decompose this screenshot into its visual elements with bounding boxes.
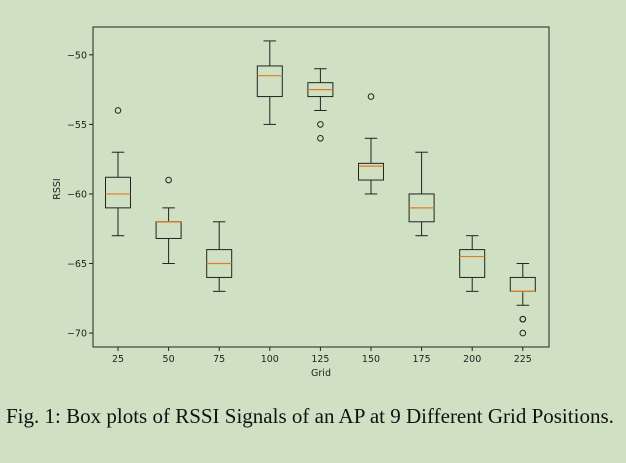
plot-frame: [92, 26, 550, 348]
y-axis-label: RSSI: [52, 178, 63, 199]
box-group: [358, 93, 384, 195]
box-group: [256, 40, 283, 125]
box-group: [509, 263, 536, 337]
figure-caption: Fig. 1: Box plots of RSSI Signals of an …: [6, 404, 614, 428]
y-axis: −70 −65 −60 −55 −50: [67, 50, 93, 340]
outlier-point: [317, 121, 324, 128]
box-plot-chart: −70 −65 −60 −55 −50 25 50 75 100 125 150 175 200 225…: [52, 26, 550, 379]
outlier-point: [367, 93, 375, 100]
box-group: [155, 176, 182, 265]
x-axis-label: Grid: [311, 368, 331, 379]
x-tick-label: 225: [514, 354, 532, 365]
outlier-point: [519, 329, 527, 337]
y-tick-label: −60: [67, 189, 87, 200]
box-group: [459, 235, 486, 292]
x-tick-label: 75: [213, 354, 225, 365]
x-tick-label: 200: [463, 354, 481, 365]
outlier-point: [114, 107, 122, 114]
x-tick-label: 100: [261, 354, 279, 365]
box-body: [509, 276, 536, 292]
box-body: [105, 176, 131, 209]
y-tick-label: −65: [67, 259, 87, 270]
outlier-point: [165, 176, 172, 184]
outlier-point: [317, 135, 324, 142]
box-group: [206, 221, 233, 292]
box-body: [155, 221, 182, 239]
box-body: [256, 65, 283, 98]
outlier-point: [519, 315, 527, 323]
y-tick-label: −70: [67, 329, 87, 340]
box-body: [358, 162, 384, 181]
box-group: [105, 107, 131, 237]
box-body: [459, 249, 486, 278]
y-tick-label: −50: [67, 50, 87, 61]
x-tick-label: 125: [311, 354, 329, 365]
x-axis: 25 50 75 100 125 150 175 200 225: [112, 347, 532, 365]
x-tick-label: 25: [112, 354, 124, 365]
boxes: [105, 40, 536, 337]
y-tick-label: −55: [67, 120, 87, 131]
x-tick-label: 150: [362, 354, 380, 365]
box-group: [408, 151, 435, 237]
x-tick-label: 50: [163, 354, 175, 365]
box-group: [307, 68, 334, 142]
x-tick-label: 175: [413, 354, 431, 365]
